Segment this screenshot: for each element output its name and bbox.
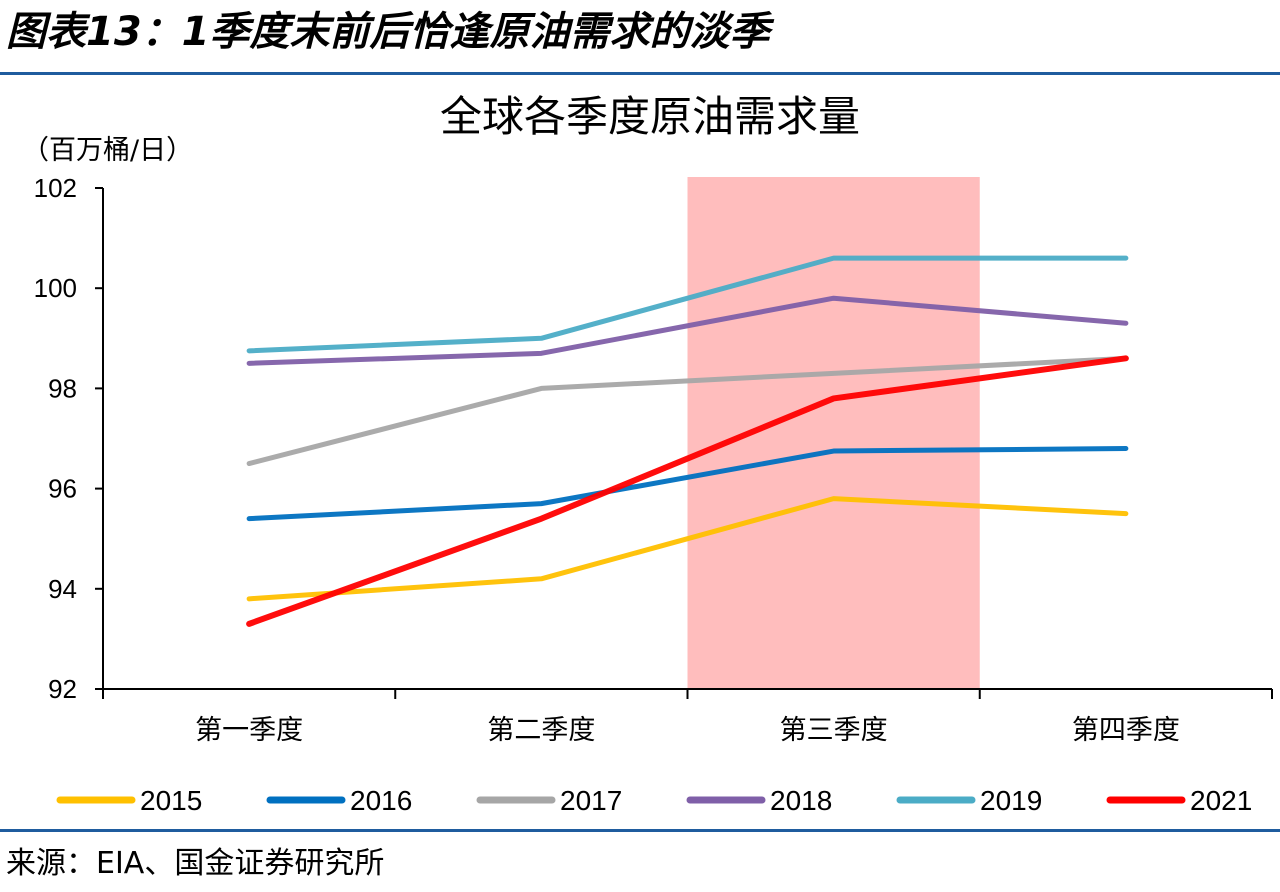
series-line-2017 [246,355,1129,467]
y-tick-label: 96 [48,474,77,504]
chart-title: 全球各季度原油需求量 [440,92,860,141]
highlight-band [687,177,980,689]
legend-label-2021: 2021 [1190,785,1252,816]
y-tick-label: 94 [48,574,77,604]
x-tick-label: 第二季度 [487,715,595,746]
y-tick-label: 100 [34,273,77,303]
x-tick-label: 第四季度 [1072,715,1180,746]
series-line-2019 [246,255,1129,354]
legend-label-2015: 2015 [140,785,202,816]
series-line-2016 [246,446,1129,522]
y-tick-label: 102 [34,173,77,203]
y-tick-label: 98 [48,373,77,403]
chart-area: 全球各季度原油需求量 （百万桶/日） 92 94 96 98 100 102 第一季度 第二季… [22,92,1273,816]
legend-label-2016: 2016 [350,785,412,816]
series-line-2021 [246,355,1129,627]
series-line-2015 [246,496,1129,602]
y-axis-unit-label: （百万桶/日） [22,135,193,166]
legend-label-2017: 2017 [560,785,622,816]
x-tick-label: 第一季度 [195,715,303,746]
y-tick-label: 92 [48,674,77,704]
legend-label-2018: 2018 [770,785,832,816]
figure-title: 图表13：1季度末前后恰逢原油需求的淡季 [6,9,770,55]
top-divider [0,72,1280,75]
series-line-2018 [246,295,1129,366]
bottom-divider [0,829,1280,832]
x-tick-label: 第三季度 [780,715,888,746]
source-note: 来源：EIA、国金证券研究所 [6,846,385,881]
legend-label-2019: 2019 [980,785,1042,816]
